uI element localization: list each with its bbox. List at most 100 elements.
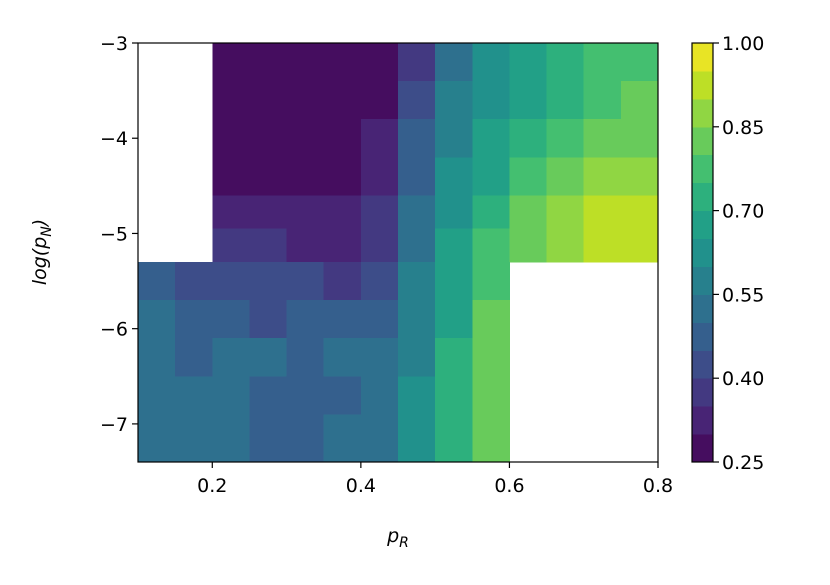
contour-cell (546, 157, 585, 196)
contour-cell (212, 157, 250, 196)
contour-cell (286, 81, 325, 120)
colorbar-band (692, 238, 713, 267)
contour-cell (435, 300, 473, 339)
contour-cell (323, 338, 362, 377)
contour-cell (398, 414, 436, 462)
contour-cell (435, 43, 473, 82)
contour-cell (472, 300, 510, 339)
contour-cell (435, 262, 473, 301)
plot-frame (137, 42, 659, 463)
contour-cell (138, 414, 176, 462)
contour-cell (472, 414, 510, 462)
contour-cell (435, 119, 473, 158)
contour-cell (286, 414, 325, 462)
colorbar-band (692, 126, 713, 156)
contour-cell (509, 119, 548, 158)
x-tick-label: 0.4 (346, 475, 376, 497)
y-axis-label: log(pN) (29, 219, 55, 285)
y-tick-label: −6 (100, 319, 128, 341)
contour-cell (398, 262, 436, 301)
contour-cell (212, 119, 250, 158)
contour-cell (472, 43, 510, 82)
contour-cell (286, 300, 325, 339)
contour-cell (435, 228, 473, 263)
contour-cell (286, 338, 325, 377)
contour-cell (435, 157, 473, 196)
colorbar-band (692, 406, 713, 435)
contour-cell (620, 157, 658, 196)
contour-cell (286, 195, 325, 230)
contour-cell (360, 338, 399, 377)
colorbar (692, 43, 713, 463)
contour-cell (546, 119, 585, 158)
contour-cell (620, 228, 658, 263)
contour-cell (212, 195, 250, 230)
contour-area (138, 43, 658, 462)
contour-cell (249, 195, 288, 230)
contour-cell (472, 376, 510, 415)
contour-cell (583, 43, 622, 82)
contour-cell (360, 195, 399, 230)
contour-cell (435, 81, 473, 120)
colorbar-band (692, 434, 713, 463)
x-tick-label: 0.6 (494, 475, 524, 497)
contour-cell (212, 43, 250, 82)
contour-cell (212, 262, 250, 301)
colorbar-band (692, 294, 713, 323)
contour-cell (175, 376, 213, 415)
contour-cell (212, 414, 250, 462)
contour-cell (249, 300, 288, 339)
y-tick-label: −4 (100, 128, 128, 150)
colorbar-frame (691, 42, 714, 463)
contour-cell (360, 119, 399, 158)
contour-cell (435, 338, 473, 377)
contour-cell (398, 228, 436, 263)
colorbar-tick-label: 0.85 (722, 117, 764, 139)
contour-cell (620, 195, 658, 230)
contour-cell (583, 119, 622, 158)
contour-cell (323, 195, 362, 230)
contour-cell (249, 43, 288, 82)
contour-cell (138, 262, 176, 301)
contour-cell (472, 228, 510, 263)
contour-cell (546, 81, 585, 120)
contour-cell (286, 43, 325, 82)
contour-cell (472, 81, 510, 120)
contour-cell (286, 119, 325, 158)
contour-cell (509, 81, 548, 120)
contour-cell (175, 414, 213, 462)
contour-cell (249, 228, 288, 263)
contour-cell (286, 157, 325, 196)
contour-cell (323, 376, 362, 415)
x-label-base: p (386, 525, 399, 547)
contour-cell (323, 262, 362, 301)
contour-cell (472, 262, 510, 301)
contour-cell (583, 81, 622, 120)
colorbar-band (692, 350, 713, 379)
contour-cell (583, 228, 622, 263)
contour-cell (249, 338, 288, 377)
contour-cell (360, 43, 399, 82)
contour-cell (323, 414, 362, 462)
contour-cell (398, 81, 436, 120)
colorbar-tick-label: 0.55 (722, 284, 764, 306)
contour-cell (175, 338, 213, 377)
contour-cell (212, 300, 250, 339)
contour-cell (286, 262, 325, 301)
contour-cell (360, 228, 399, 263)
contour-cell (249, 262, 288, 301)
contour-cell (398, 119, 436, 158)
y-label-base: log(p (29, 237, 51, 285)
contour-cell (323, 43, 362, 82)
colorbar-band (692, 182, 713, 212)
contour-cell (360, 376, 399, 415)
contour-cell (175, 300, 213, 339)
colorbar-band (692, 266, 713, 295)
contour-cell (249, 414, 288, 462)
contour-cell (435, 376, 473, 415)
colorbar-tick-label: 1.00 (722, 33, 764, 55)
contour-cell (323, 81, 362, 120)
contour-cell (398, 43, 436, 82)
